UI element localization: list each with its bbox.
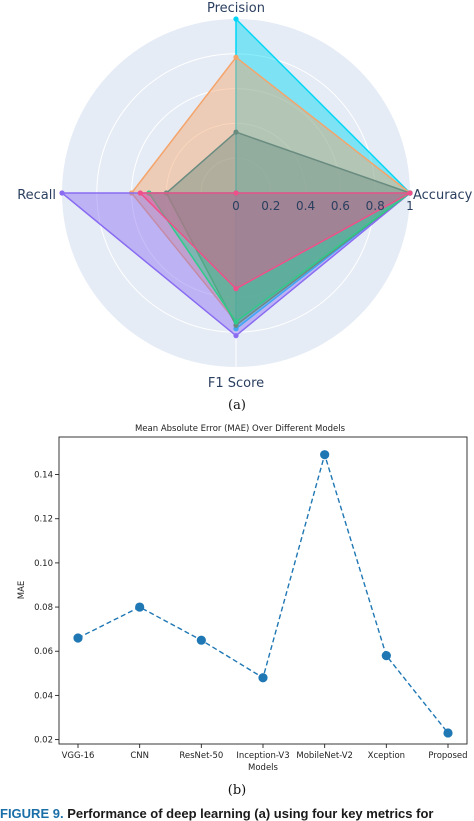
- x-axis-ticks: VGG-16 CNN ResNet-50 Inception-V3 MobileNet-…: [62, 744, 468, 761]
- radar-radial-tick-label: 0.8: [366, 199, 385, 213]
- panel-a-caption: (a): [228, 398, 246, 413]
- mae-point: [443, 728, 453, 738]
- y-tick-label: 0.06: [34, 647, 53, 657]
- x-tick-label: Proposed: [428, 751, 467, 761]
- radar-axis-label-recall: Recall: [17, 188, 56, 203]
- radar-series-2-point: [233, 54, 239, 60]
- y-tick-label: 0.10: [34, 559, 53, 569]
- y-tick-label: 0.04: [34, 691, 53, 701]
- x-tick-label: CNN: [130, 751, 149, 761]
- figure-caption-text: Performance of deep learning (a) using f…: [67, 806, 434, 821]
- mae-line-chart: Mean Absolute Error (MAE) Over Different…: [17, 424, 468, 773]
- radar-series-6-point: [233, 286, 239, 292]
- mae-point: [73, 633, 83, 643]
- radar-series-4-point: [233, 129, 239, 135]
- y-tick-label: 0.08: [34, 603, 53, 613]
- radar-series-3-point: [59, 190, 65, 196]
- radar-axis-label-f1-score: F1 Score: [208, 376, 264, 391]
- radar-axis-labels: Precision Accuracy F1 Score Recall: [17, 1, 472, 391]
- radar-series-1-point: [233, 16, 239, 22]
- mae-point: [381, 651, 391, 661]
- y-tick-label: 0.02: [34, 736, 53, 746]
- y-axis-label: MAE: [17, 581, 27, 600]
- panel-b-caption: (b): [227, 783, 247, 798]
- mae-point: [196, 635, 206, 645]
- plot-frame: [58, 436, 468, 745]
- radar-series-6-point: [137, 190, 143, 196]
- x-tick-label: Xception: [368, 751, 405, 761]
- radar-series: [59, 16, 413, 339]
- radar-radial-tick-label: 1: [406, 199, 414, 213]
- mae-point: [258, 673, 268, 683]
- radar-series-6-point: [233, 190, 239, 196]
- y-tick-label: 0.14: [34, 471, 53, 481]
- radar-radial-tick-label: 0.6: [331, 199, 350, 213]
- radar-axis-label-precision: Precision: [207, 1, 265, 16]
- mae-point: [135, 602, 145, 612]
- figure-caption: FIGURE 9. Performance of deep learning (…: [0, 806, 474, 821]
- x-tick-label: VGG-16: [62, 751, 95, 761]
- radar-series-3-point: [233, 333, 239, 339]
- chart-title: Mean Absolute Error (MAE) Over Different…: [135, 424, 346, 434]
- y-tick-label: 0.12: [34, 515, 53, 525]
- x-tick-label: Inception-V3: [236, 751, 289, 761]
- radar-radial-tick-label: 0.2: [261, 199, 280, 213]
- radar-chart: 0 0.2 0.4 0.6 0.8 1 Precision Accuracy F1 Score…: [17, 1, 472, 391]
- mae-point: [320, 450, 330, 460]
- figure-number: FIGURE 9.: [0, 806, 64, 821]
- radar-series-6-point: [407, 190, 413, 196]
- radar-axis-label-accuracy: Accuracy: [413, 188, 473, 203]
- x-axis-label: Models: [248, 763, 279, 773]
- mae-series-line: [77, 452, 449, 734]
- radar-radial-tick-label: 0.4: [296, 199, 315, 213]
- x-tick-label: MobileNet-V2: [296, 751, 353, 761]
- x-tick-label: ResNet-50: [179, 751, 223, 761]
- radar-series-5-point: [233, 319, 239, 325]
- mae-series-points: [73, 450, 453, 738]
- radar-radial-tick-label: 0: [232, 199, 240, 213]
- radar-radial-ticks: 0 0.2 0.4 0.6 0.8 1: [232, 199, 414, 213]
- y-axis-ticks: 0.02 0.04 0.06 0.08 0.10 0.12 0.14: [34, 471, 59, 746]
